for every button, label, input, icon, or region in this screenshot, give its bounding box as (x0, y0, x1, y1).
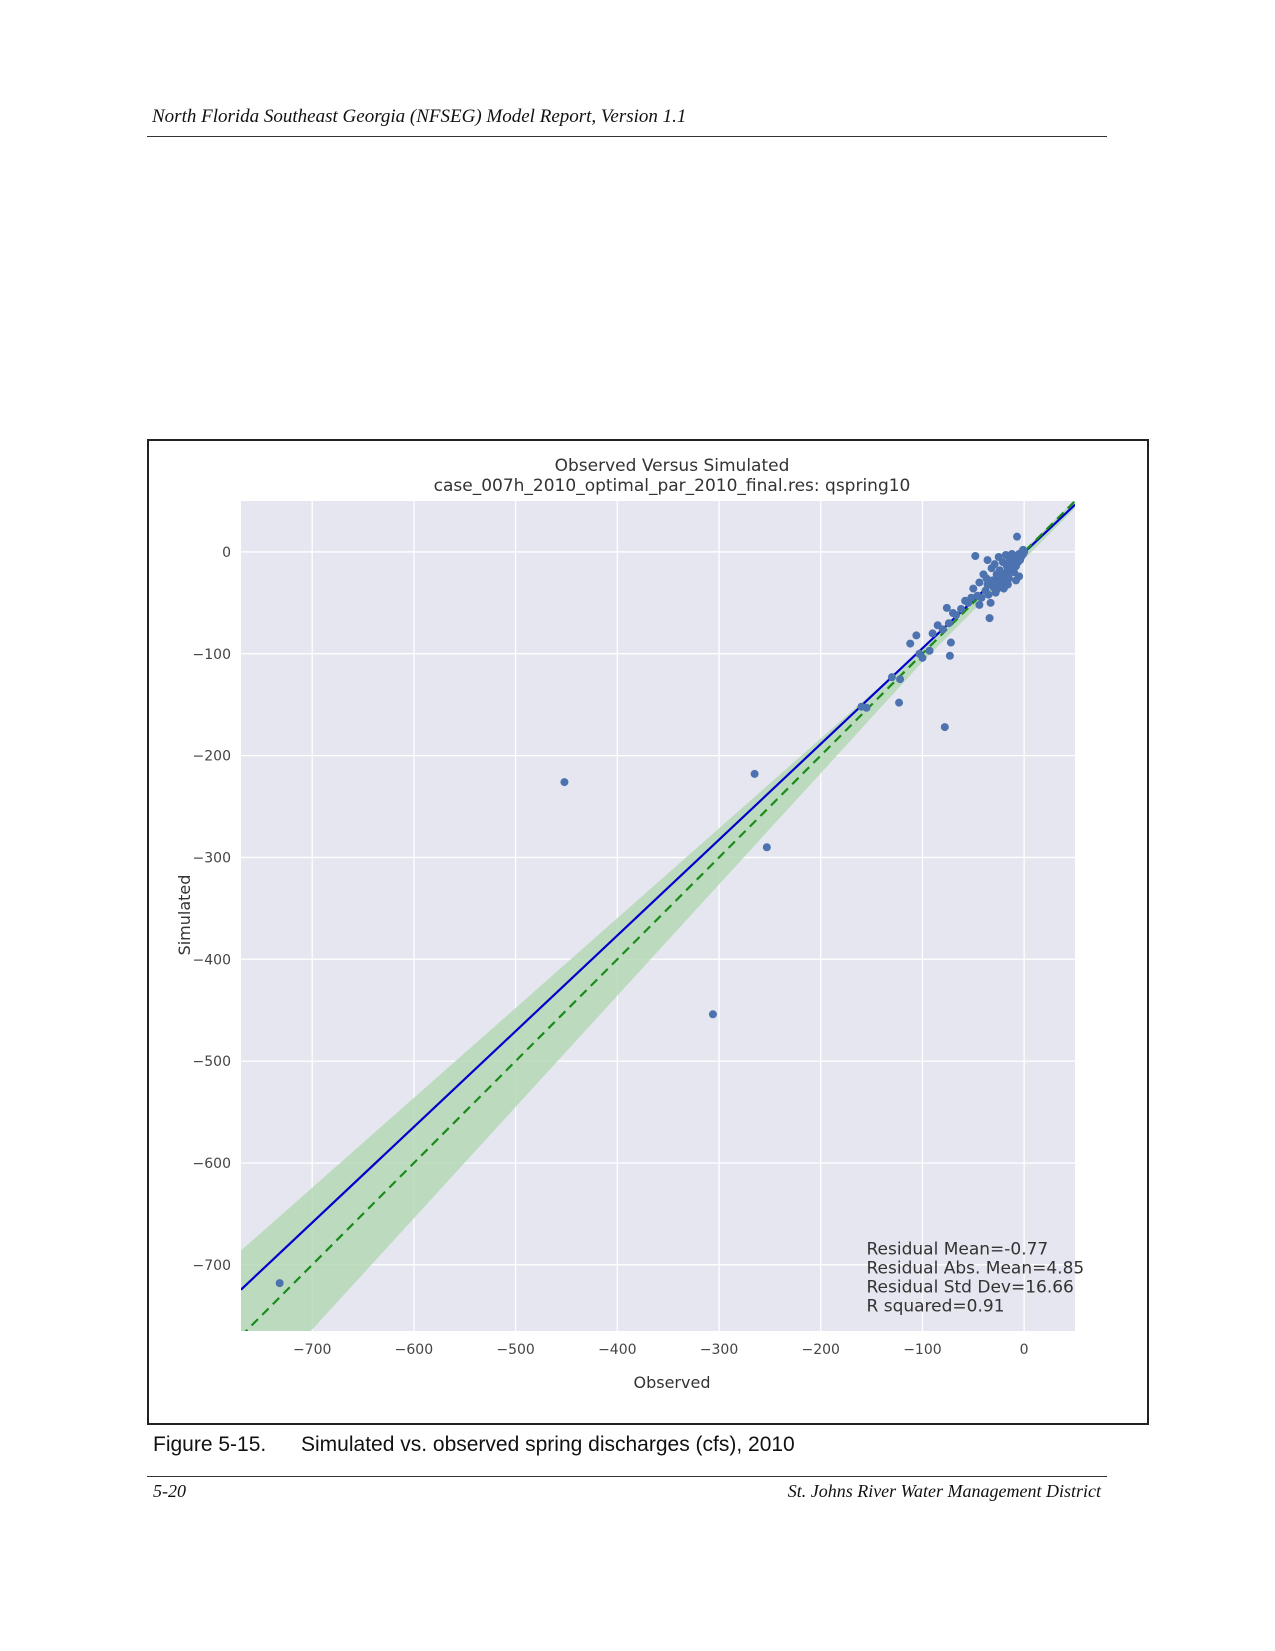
stats-line: Residual Mean=-0.77 (867, 1240, 1049, 1260)
stats-line: R squared=0.91 (867, 1297, 1005, 1317)
y-tick-label: 0 (222, 545, 231, 561)
data-point (887, 673, 896, 682)
data-point (895, 698, 904, 707)
data-point (918, 653, 927, 662)
page-number: 5-20 (153, 1481, 186, 1501)
x-tick-label: 0 (1020, 1342, 1029, 1358)
one-to-one-line (244, 501, 1075, 1331)
x-tick-label: −500 (496, 1342, 534, 1358)
figure-caption-text: Simulated vs. observed spring discharges… (301, 1433, 795, 1456)
data-point (925, 646, 934, 655)
y-tick-label: −300 (193, 850, 231, 866)
data-point (1004, 574, 1013, 583)
data-point (977, 593, 986, 602)
data-point (912, 631, 921, 640)
x-tick-label: −200 (802, 1342, 840, 1358)
data-point (967, 593, 976, 602)
x-tick-label: −700 (293, 1342, 331, 1358)
data-point (975, 578, 984, 587)
data-point (560, 778, 569, 787)
data-point (944, 619, 953, 628)
stats-line: Residual Std Dev=16.66 (867, 1278, 1074, 1298)
y-tick-label: −100 (193, 647, 231, 663)
data-point (1003, 580, 1012, 589)
grid-lines (241, 501, 1075, 1331)
y-tick-label: −200 (193, 749, 231, 765)
data-point (1020, 547, 1029, 556)
x-tick-labels: −700 −600 −500 −400 −300 −200 −100 0 (293, 1342, 1029, 1358)
data-point (857, 702, 866, 711)
y-tick-labels: 0 −100 −200 −300 −400 −500 −600 −700 (193, 545, 231, 1274)
x-tick-label: −400 (598, 1342, 636, 1358)
data-point (896, 675, 905, 684)
y-axis-label: Simulated (175, 875, 194, 956)
data-points-layer (275, 532, 1029, 1288)
data-point (957, 604, 966, 613)
y-tick-label: −600 (193, 1156, 231, 1172)
data-point (971, 551, 980, 560)
data-point (986, 598, 995, 607)
data-point (940, 723, 949, 732)
x-axis-label: Observed (634, 1373, 711, 1392)
y-tick-label: −700 (193, 1258, 231, 1274)
chart-title: Observed Versus Simulated (555, 456, 790, 476)
data-point (993, 584, 1002, 593)
data-point (762, 843, 771, 852)
data-point (1015, 572, 1024, 581)
y-tick-label: −500 (193, 1054, 231, 1070)
scatter-chart: Observed Versus Simulated case_007h_2010… (175, 456, 1085, 1392)
data-point (946, 638, 955, 647)
stats-line: Residual Abs. Mean=4.85 (867, 1259, 1085, 1279)
data-point (750, 769, 759, 778)
x-tick-label: −100 (903, 1342, 941, 1358)
data-point (985, 614, 994, 623)
data-point (990, 560, 999, 569)
data-point (938, 625, 947, 634)
header-rule (147, 136, 1107, 137)
data-point (984, 590, 993, 599)
x-tick-label: −600 (395, 1342, 433, 1358)
figure-frame: Observed Versus Simulated case_007h_2010… (147, 439, 1149, 1425)
data-point (1013, 532, 1022, 541)
data-point (982, 574, 991, 583)
data-point (906, 639, 915, 648)
footer-rule (147, 1476, 1107, 1477)
x-tick-label: −300 (700, 1342, 738, 1358)
footer-organization: St. Johns River Water Management Distric… (787, 1481, 1101, 1501)
data-point (952, 611, 961, 620)
data-point (928, 629, 937, 638)
y-tick-label: −400 (193, 952, 231, 968)
page-header: North Florida Southeast Georgia (NFSEG) … (152, 106, 687, 127)
data-point (975, 600, 984, 609)
data-point (942, 603, 951, 612)
chart-subtitle: case_007h_2010_optimal_par_2010_final.re… (434, 476, 911, 496)
data-point (983, 556, 992, 565)
data-point (708, 1010, 717, 1019)
figure-number: Figure 5-15. (153, 1433, 267, 1456)
data-point (969, 584, 978, 593)
data-point (945, 651, 954, 660)
data-point (275, 1279, 284, 1288)
figure-caption: Figure 5-15. Simulated vs. observed sprin… (153, 1433, 795, 1457)
